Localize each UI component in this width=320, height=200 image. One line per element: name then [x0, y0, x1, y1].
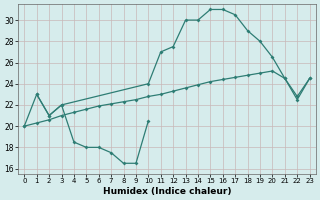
X-axis label: Humidex (Indice chaleur): Humidex (Indice chaleur) — [103, 187, 231, 196]
